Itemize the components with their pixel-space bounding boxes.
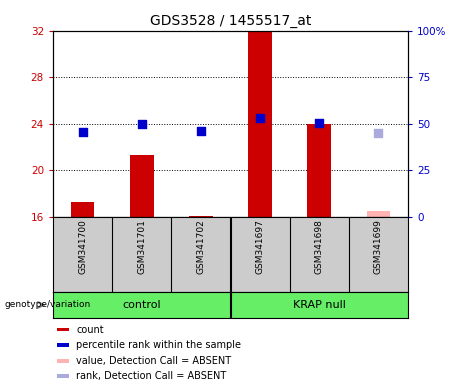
Point [375,130,382,136]
Text: KRAP null: KRAP null [293,300,346,310]
Bar [71,202,95,217]
Bar [366,211,390,217]
Text: GSM341698: GSM341698 [315,219,324,274]
Text: value, Detection Call = ABSENT: value, Detection Call = ABSENT [77,356,231,366]
Point [79,129,86,135]
Bar [57,343,69,347]
Point [256,115,264,121]
Bar [248,31,272,217]
Title: GDS3528 / 1455517_at: GDS3528 / 1455517_at [150,14,311,28]
Text: GSM341701: GSM341701 [137,219,146,274]
Bar [57,359,69,362]
Bar [130,155,154,217]
Text: GSM341697: GSM341697 [255,219,265,274]
Bar [189,216,213,217]
Point [138,121,145,127]
Bar [57,374,69,378]
Text: control: control [123,300,161,310]
Text: GSM341702: GSM341702 [196,219,206,274]
Text: rank, Detection Call = ABSENT: rank, Detection Call = ABSENT [77,371,227,381]
Bar [57,328,69,331]
Text: genotype/variation: genotype/variation [5,300,91,310]
Text: percentile rank within the sample: percentile rank within the sample [77,340,242,350]
Text: GSM341700: GSM341700 [78,219,87,274]
Bar [307,124,331,217]
Text: count: count [77,324,104,334]
Point [315,119,323,126]
Text: GSM341699: GSM341699 [374,219,383,274]
Point [197,128,205,134]
